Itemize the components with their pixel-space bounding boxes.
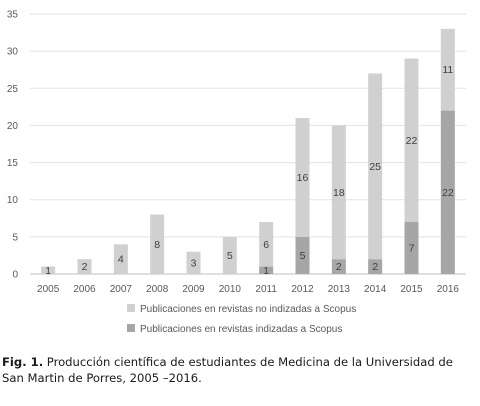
bar-segment-non-indexed [150,214,165,274]
legend-label: Publicaciones en revistas indizadas a Sc… [140,324,342,335]
data-label: 5 [227,250,233,262]
data-label: 8 [154,239,160,251]
bar-segment-non-indexed [404,58,419,223]
data-label: 22 [406,135,418,147]
x-tick-label: 2005 [37,284,60,295]
data-label: 22 [442,187,454,199]
data-label: 7 [409,243,415,255]
data-label: 3 [191,257,197,269]
bar-segment-indexed [404,222,419,274]
bar-segment-non-indexed [222,236,237,274]
legend-swatch [127,304,135,312]
bar-segment-non-indexed [113,244,128,274]
data-label: 11 [442,64,453,76]
bar-segment-non-indexed [368,73,383,260]
data-label: 25 [369,161,381,173]
y-tick-label: 15 [7,158,19,169]
bar-segment-non-indexed [186,251,201,274]
data-label: 2 [372,261,378,273]
caption-text: Producción científica de estudiantes de … [2,355,453,385]
x-tick-label: 2007 [110,284,133,295]
x-tick-label: 2006 [73,284,96,295]
bar-segment-non-indexed [331,125,346,260]
data-label: 5 [300,250,306,262]
y-tick-label: 25 [7,84,19,95]
x-tick-label: 2016 [437,284,460,295]
legend-label: Publicaciones en revistas no indizadas a… [140,304,356,315]
y-tick-label: 5 [12,232,18,243]
gridlines [30,13,466,275]
caption-label: Fig. 1. [2,355,44,369]
y-tick-label: 10 [7,195,19,206]
x-tick-label: 2011 [255,284,277,295]
y-tick-label: 35 [7,10,19,21]
bar-segment-indexed [295,236,310,274]
data-label: 6 [263,239,269,251]
bar-segment-non-indexed [259,222,274,267]
x-tick-label: 2009 [182,284,205,295]
data-label: 1 [45,265,51,277]
data-label: 1 [263,265,269,277]
data-label: 16 [297,172,309,184]
x-tick-label: 2012 [291,284,314,295]
y-tick-label: 30 [7,47,19,58]
bar-segment-indexed [331,259,346,274]
x-tick-label: 2010 [219,284,242,295]
data-label: 2 [336,261,342,273]
data-label: 18 [333,187,345,199]
bar-segment-non-indexed [295,118,310,237]
x-tick-label: 2013 [328,284,351,295]
data-label: 4 [118,254,124,266]
bar-segment-indexed [368,259,383,274]
legend-swatch [127,324,135,332]
x-axis-ticks: 2005 2006 2007 2008 2009 2010 2011 2012 2013 2014… [37,284,459,295]
x-tick-label: 2015 [400,284,423,295]
bar-segment-indexed [440,110,455,274]
y-tick-label: 20 [7,121,19,132]
legend: Publicaciones en revistas no indizadas a… [127,304,356,335]
bar-segment-non-indexed [440,28,455,111]
data-label: 2 [82,261,88,273]
y-tick-label: 0 [12,270,18,281]
bar-segment-non-indexed [77,259,92,274]
figure-caption: Fig. 1. Producción científica de estudia… [2,354,478,386]
bar-segment-non-indexed [41,266,56,274]
x-tick-label: 2014 [364,284,387,295]
y-axis-ticks: 0 5 10 15 20 25 30 35 [7,10,19,281]
bar-segment-indexed [259,266,274,274]
x-tick-label: 2008 [146,284,169,295]
